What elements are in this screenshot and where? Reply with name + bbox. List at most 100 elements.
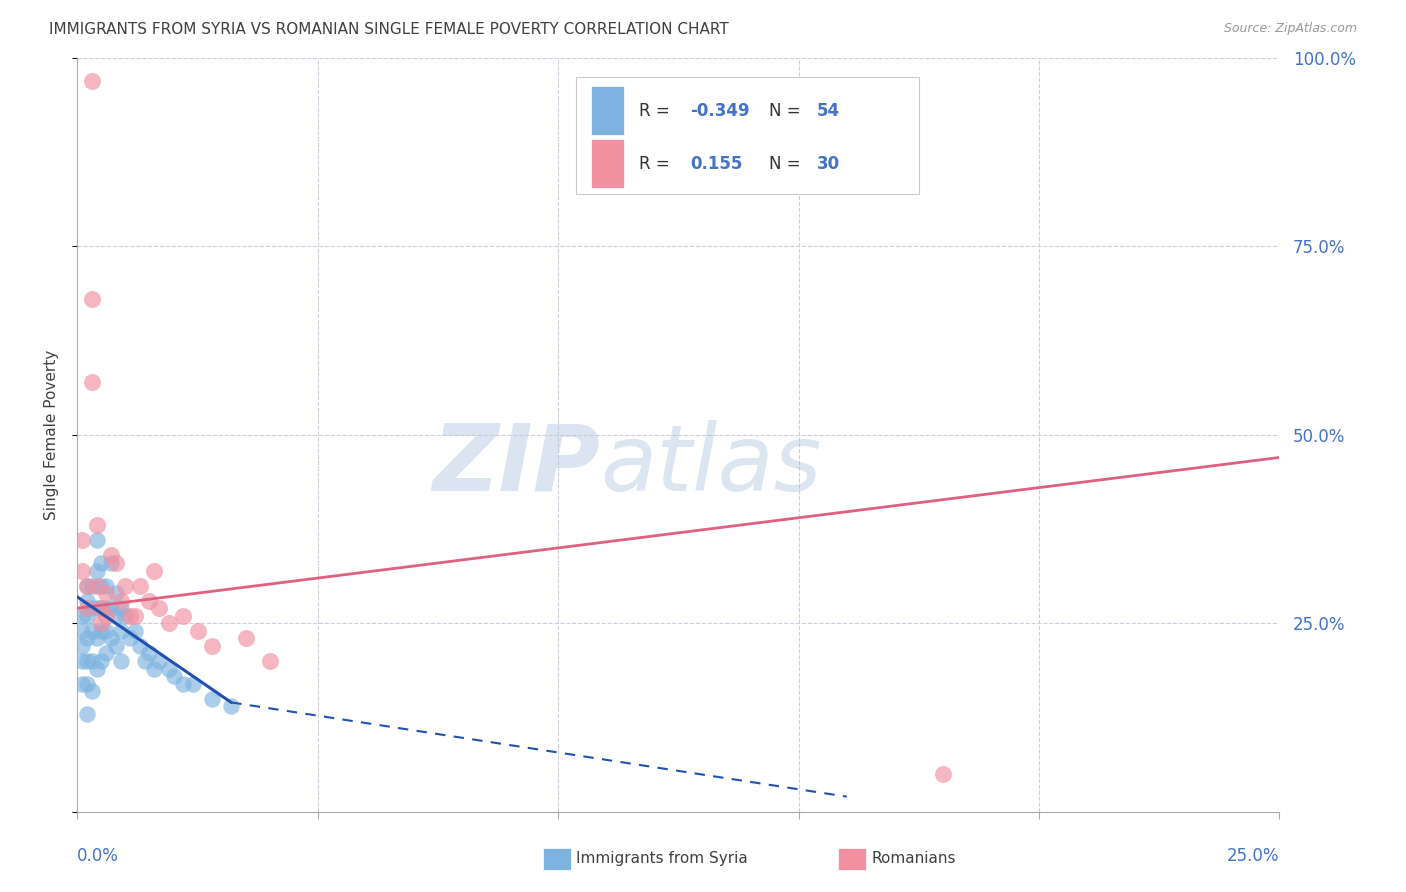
Point — [80, 601, 103, 615]
Point — [181, 676, 204, 690]
Point — [143, 564, 166, 578]
Point — [90, 601, 112, 615]
Point — [148, 654, 170, 668]
Point — [90, 601, 112, 615]
Y-axis label: Single Female Poverty: Single Female Poverty — [44, 350, 59, 520]
Point — [110, 654, 132, 668]
Point — [134, 654, 156, 668]
Point — [90, 556, 112, 570]
Text: 0.155: 0.155 — [690, 154, 742, 172]
Text: Source: ZipAtlas.com: Source: ZipAtlas.com — [1223, 22, 1357, 36]
Point — [80, 624, 103, 638]
Point — [80, 654, 103, 668]
Text: -0.349: -0.349 — [690, 102, 749, 120]
Text: R =: R = — [638, 102, 675, 120]
Text: 54: 54 — [817, 102, 839, 120]
Bar — [838, 848, 866, 870]
Point — [86, 518, 108, 533]
Point — [86, 564, 108, 578]
Point — [86, 533, 108, 548]
Point — [110, 593, 132, 607]
Point — [96, 624, 118, 638]
Point — [96, 647, 118, 661]
Point — [80, 292, 103, 306]
Point — [86, 579, 108, 593]
Point — [104, 608, 127, 623]
Point — [96, 579, 118, 593]
Point — [172, 608, 194, 623]
Point — [90, 579, 112, 593]
Point — [76, 593, 98, 607]
Point — [76, 601, 98, 615]
Point — [162, 669, 184, 683]
Point — [86, 601, 108, 615]
Text: Romanians: Romanians — [872, 851, 956, 865]
Point — [80, 684, 103, 698]
Point — [124, 624, 146, 638]
Point — [259, 654, 281, 668]
Point — [76, 654, 98, 668]
Point — [104, 586, 127, 600]
Point — [100, 549, 122, 563]
Text: 25.0%: 25.0% — [1227, 847, 1279, 864]
Point — [96, 601, 118, 615]
Bar — [591, 87, 624, 136]
Point — [219, 699, 242, 714]
Point — [128, 639, 150, 653]
Point — [76, 632, 98, 646]
Point — [96, 608, 118, 623]
Point — [128, 579, 150, 593]
Point — [76, 608, 98, 623]
Text: 0.0%: 0.0% — [77, 847, 120, 864]
Point — [70, 533, 93, 548]
Point — [932, 767, 955, 781]
Point — [70, 639, 93, 653]
Point — [120, 608, 142, 623]
Point — [201, 639, 224, 653]
Point — [114, 579, 136, 593]
Point — [100, 601, 122, 615]
Text: R =: R = — [638, 154, 675, 172]
Point — [148, 601, 170, 615]
Point — [114, 608, 136, 623]
Point — [187, 624, 209, 638]
Point — [90, 624, 112, 638]
FancyBboxPatch shape — [576, 77, 920, 194]
Point — [86, 632, 108, 646]
Text: 30: 30 — [817, 154, 839, 172]
Point — [124, 608, 146, 623]
Point — [100, 632, 122, 646]
Point — [76, 579, 98, 593]
Point — [110, 601, 132, 615]
Point — [80, 375, 103, 389]
Point — [70, 608, 93, 623]
Point — [201, 691, 224, 706]
Point — [80, 73, 103, 87]
Point — [120, 632, 142, 646]
Point — [172, 676, 194, 690]
Point — [157, 616, 180, 631]
Point — [70, 624, 93, 638]
Text: N =: N = — [769, 154, 806, 172]
Point — [80, 579, 103, 593]
Point — [104, 556, 127, 570]
Text: ZIP: ZIP — [433, 420, 600, 510]
Point — [100, 556, 122, 570]
Point — [76, 676, 98, 690]
Point — [110, 624, 132, 638]
Text: Immigrants from Syria: Immigrants from Syria — [576, 851, 748, 865]
Point — [90, 616, 112, 631]
Point — [76, 706, 98, 721]
Point — [70, 564, 93, 578]
Text: N =: N = — [769, 102, 806, 120]
Point — [235, 632, 257, 646]
Point — [70, 654, 93, 668]
Point — [90, 654, 112, 668]
Point — [138, 593, 160, 607]
Bar — [543, 848, 571, 870]
Point — [157, 661, 180, 675]
Point — [70, 676, 93, 690]
Text: atlas: atlas — [600, 420, 821, 510]
Point — [86, 661, 108, 675]
Point — [104, 639, 127, 653]
